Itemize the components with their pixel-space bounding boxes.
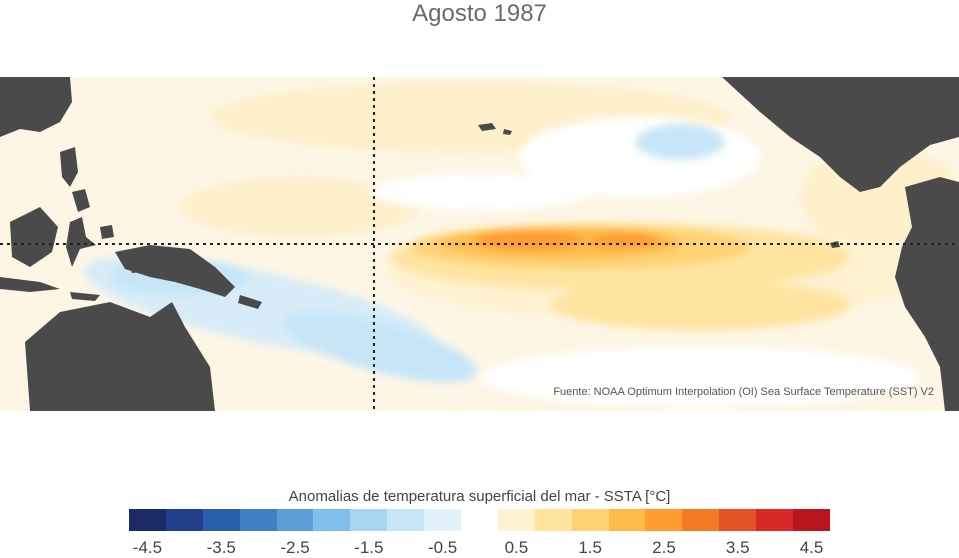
colorbar-tick-label: -3.5 (206, 538, 236, 557)
colorbar-swatch (313, 509, 351, 531)
colorbar-tick-label: 1.5 (578, 538, 602, 557)
colorbar-swatch (608, 509, 646, 531)
colorbar-swatch (276, 509, 314, 531)
colorbar-swatch (534, 509, 572, 531)
colorbar-swatch (793, 509, 830, 531)
colorbar-swatch (461, 509, 498, 531)
colorbar-tick-label: -1.5 (354, 538, 384, 557)
colorbar-swatch (239, 509, 277, 531)
colorbar-swatch (719, 509, 757, 531)
colorbar-swatch (165, 509, 203, 531)
colorbar (129, 509, 830, 531)
ssta-map (0, 77, 959, 411)
colorbar-swatch (645, 509, 683, 531)
colorbar-tick-label: 0.5 (504, 538, 529, 557)
land (0, 77, 959, 411)
map-title: Agosto 1987 (412, 0, 547, 27)
colorbar-tick-label: 4.5 (799, 538, 824, 557)
colorbar-swatch (424, 509, 462, 531)
colorbar-tick-label: 3.5 (725, 538, 750, 557)
colorbar-swatch (387, 509, 425, 531)
colorbar-tick-label: 2.5 (652, 538, 676, 557)
colorbar-swatch (350, 509, 388, 531)
colorbar-swatch (682, 509, 720, 531)
colorbar-tick-label: -2.5 (280, 538, 310, 557)
colorbar-swatch (571, 509, 609, 531)
anomaly-field (83, 82, 959, 407)
colorbar-swatch (756, 509, 794, 531)
colorbar-tick-label: -0.5 (427, 538, 458, 557)
source-note: Fuente: NOAA Optimum Interpolation (OI) … (553, 386, 934, 398)
colorbar-swatch (202, 509, 240, 531)
colorbar-title: Anomalias de temperatura superficial del… (288, 488, 671, 505)
colorbar-swatch (497, 509, 535, 531)
colorbar-swatch (129, 509, 166, 531)
colorbar-tick-label: -4.5 (132, 538, 163, 557)
colorbar-ticks: -4.5 -3.5 -2.5 -1.5 -0.5 0.5 1.5 2.5 3.5 4.5 (129, 538, 830, 558)
